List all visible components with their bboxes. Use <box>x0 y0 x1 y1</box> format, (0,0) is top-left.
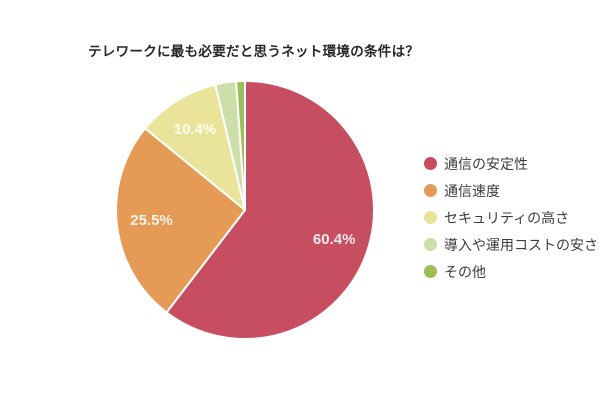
legend-swatch-icon <box>424 265 437 278</box>
legend-item-3: 導入や運用コストの安さ <box>424 231 598 258</box>
pie-slice-label-0: 60.4% <box>313 231 356 248</box>
pie-chart: 60.4% 25.5% 10.4% <box>115 80 375 340</box>
legend-item-4: その他 <box>424 258 598 285</box>
legend-item-1: 通信速度 <box>424 177 598 204</box>
legend-label: 通信速度 <box>444 182 500 199</box>
legend: 通信の安定性 通信速度セキュリティの高さ導入や運用コストの安さ その他 <box>424 150 598 285</box>
pie-slice-2 <box>144 83 246 211</box>
chart-title: テレワークに最も必要だと思うネット環境の条件は？ <box>88 44 420 59</box>
legend-swatch-icon <box>424 157 437 170</box>
legend-label: 導入や運用コストの安さ <box>444 236 598 253</box>
pie-slice-label-2: 10.4% <box>174 121 217 138</box>
legend-swatch-icon <box>424 184 437 197</box>
legend-item-0: 通信の安定性 <box>424 150 598 177</box>
pie-slice-4 <box>235 80 246 211</box>
legend-item-2: セキュリティの高さ <box>424 204 598 231</box>
pie-slice-label-1: 25.5% <box>130 212 173 229</box>
pie-slice-1 <box>115 127 246 314</box>
legend-label: その他 <box>444 263 486 280</box>
pie-slice-0 <box>165 80 375 340</box>
legend-label: 通信の安定性 <box>444 155 528 172</box>
legend-label: セキュリティの高さ <box>444 209 570 226</box>
legend-swatch-icon <box>424 211 437 224</box>
legend-swatch-icon <box>424 238 437 251</box>
